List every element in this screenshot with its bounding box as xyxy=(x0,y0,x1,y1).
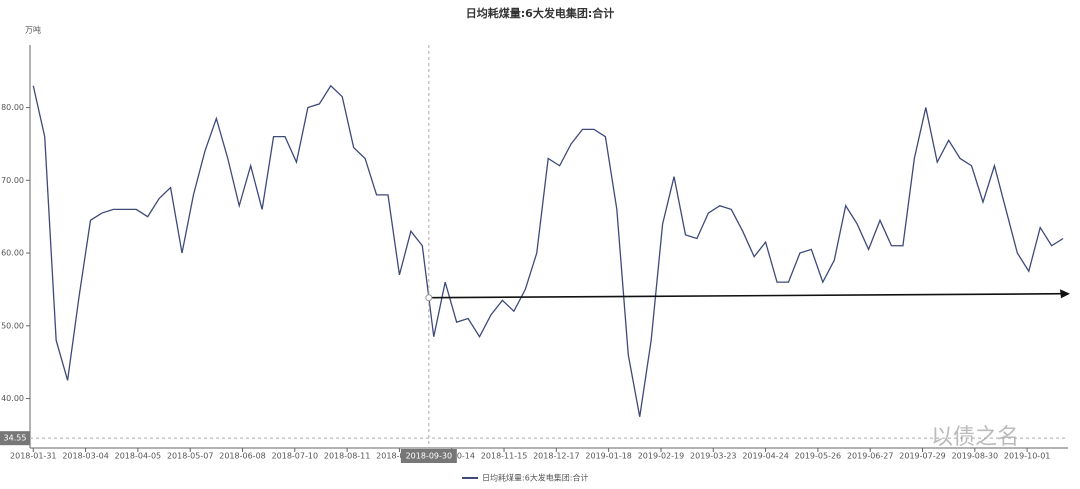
x-tick-label: 2019-06-27 xyxy=(847,452,894,461)
y-tick-label: 80.00 xyxy=(1,103,24,112)
y-tick-label: 50.00 xyxy=(1,321,24,330)
crosshair-y-box xyxy=(0,431,30,446)
crosshair-y-label: 34.55 xyxy=(4,434,27,443)
x-tick-label: 2018-12-17 xyxy=(533,452,580,461)
crosshair-x-box xyxy=(400,449,457,463)
legend-label: 日均耗煤量:6大发电集团:合计 xyxy=(482,473,588,483)
hover-marker xyxy=(425,294,433,302)
x-tick-label: 2018-03-04 xyxy=(62,452,109,461)
watermark: 以债之名 xyxy=(931,425,1019,450)
x-tick-label: 2018-08-11 xyxy=(324,452,371,461)
trend-arrow xyxy=(428,292,1065,299)
arrow-head xyxy=(1060,289,1070,299)
x-tick-label: 2018-09-12 xyxy=(376,452,423,461)
x-tick-label: 2018-05-07 xyxy=(167,452,214,461)
series-line xyxy=(32,84,1064,417)
x-tick-label: 2018-07-10 xyxy=(272,452,319,461)
x-tick-label: 2019-02-19 xyxy=(638,452,685,461)
x-tick-label: 2019-01-18 xyxy=(585,452,632,461)
x-tick-label: 2018-11-15 xyxy=(481,452,528,461)
y-tick-label: 40.00 xyxy=(1,394,24,403)
x-tick-label: 2019-05-26 xyxy=(795,452,842,461)
y-tick-label: 70.00 xyxy=(1,176,24,185)
x-tick-label: 2018-04-05 xyxy=(115,452,162,461)
x-tick-label: 2019-04-24 xyxy=(742,452,789,461)
crosshair-x-label: 2018-09-30 xyxy=(406,452,453,461)
x-tick-label: 2019-08-30 xyxy=(952,452,999,461)
x-tick-label: 2018-01-31 xyxy=(10,452,57,461)
x-tick-label: 2019-10-01 xyxy=(1004,452,1051,461)
x-tick-label: 2019-03-23 xyxy=(690,452,737,461)
x-tick-label: 2019-07-29 xyxy=(899,452,946,461)
y-tick-label: 60.00 xyxy=(1,249,24,258)
x-tick-label: 2018-06-08 xyxy=(219,452,266,461)
chart-title: 日均耗煤量:6大发电集团:合计 xyxy=(466,6,614,20)
y-unit: 万吨 xyxy=(25,25,41,35)
